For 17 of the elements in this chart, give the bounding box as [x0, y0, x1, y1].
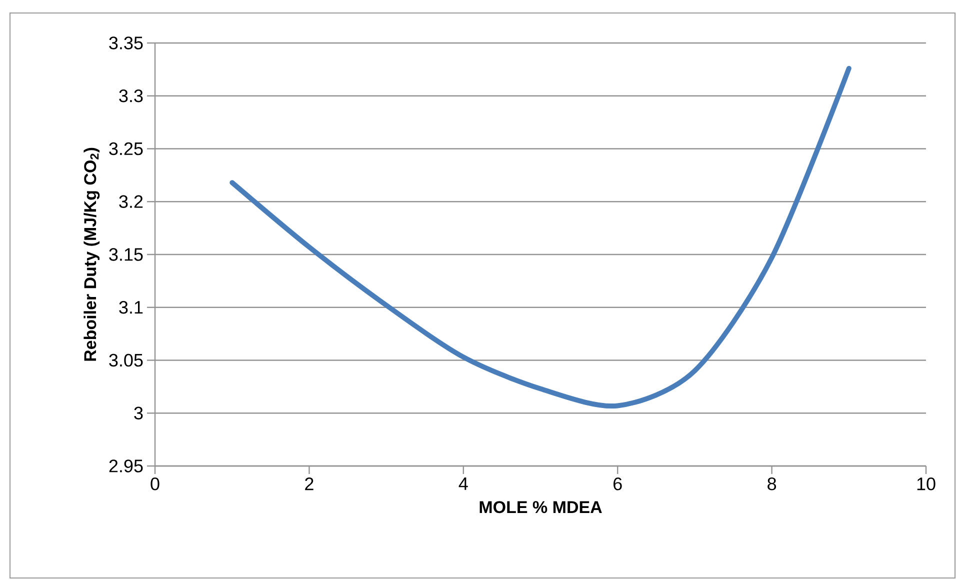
y-tick-label: 3.3	[119, 89, 143, 102]
y-tick-label: 3.15	[109, 248, 143, 261]
y-tick-label: 2.95	[109, 460, 143, 472]
x-tick-label: 4	[458, 478, 468, 490]
y-tick-label: 3.05	[109, 354, 143, 367]
x-tick-label: 0	[150, 478, 160, 490]
x-tick-label: 8	[768, 478, 776, 490]
y-tick-label: 3.2	[119, 195, 143, 208]
x-axis-title: MOLE % MDEA	[480, 501, 602, 514]
y-tick-label: 3.1	[119, 300, 143, 314]
x-tick-label: 10	[917, 478, 936, 490]
y-tick-label: 3	[134, 406, 143, 420]
y-tick-label: 3.25	[109, 142, 143, 156]
x-tick-label: 6	[614, 478, 622, 490]
y-axis-title: Reboiler Duty (MJ/Kg CO$_{2}$)	[84, 148, 100, 361]
x-tick-label: 2	[305, 478, 314, 490]
y-tick-label: 3.35	[109, 36, 143, 50]
